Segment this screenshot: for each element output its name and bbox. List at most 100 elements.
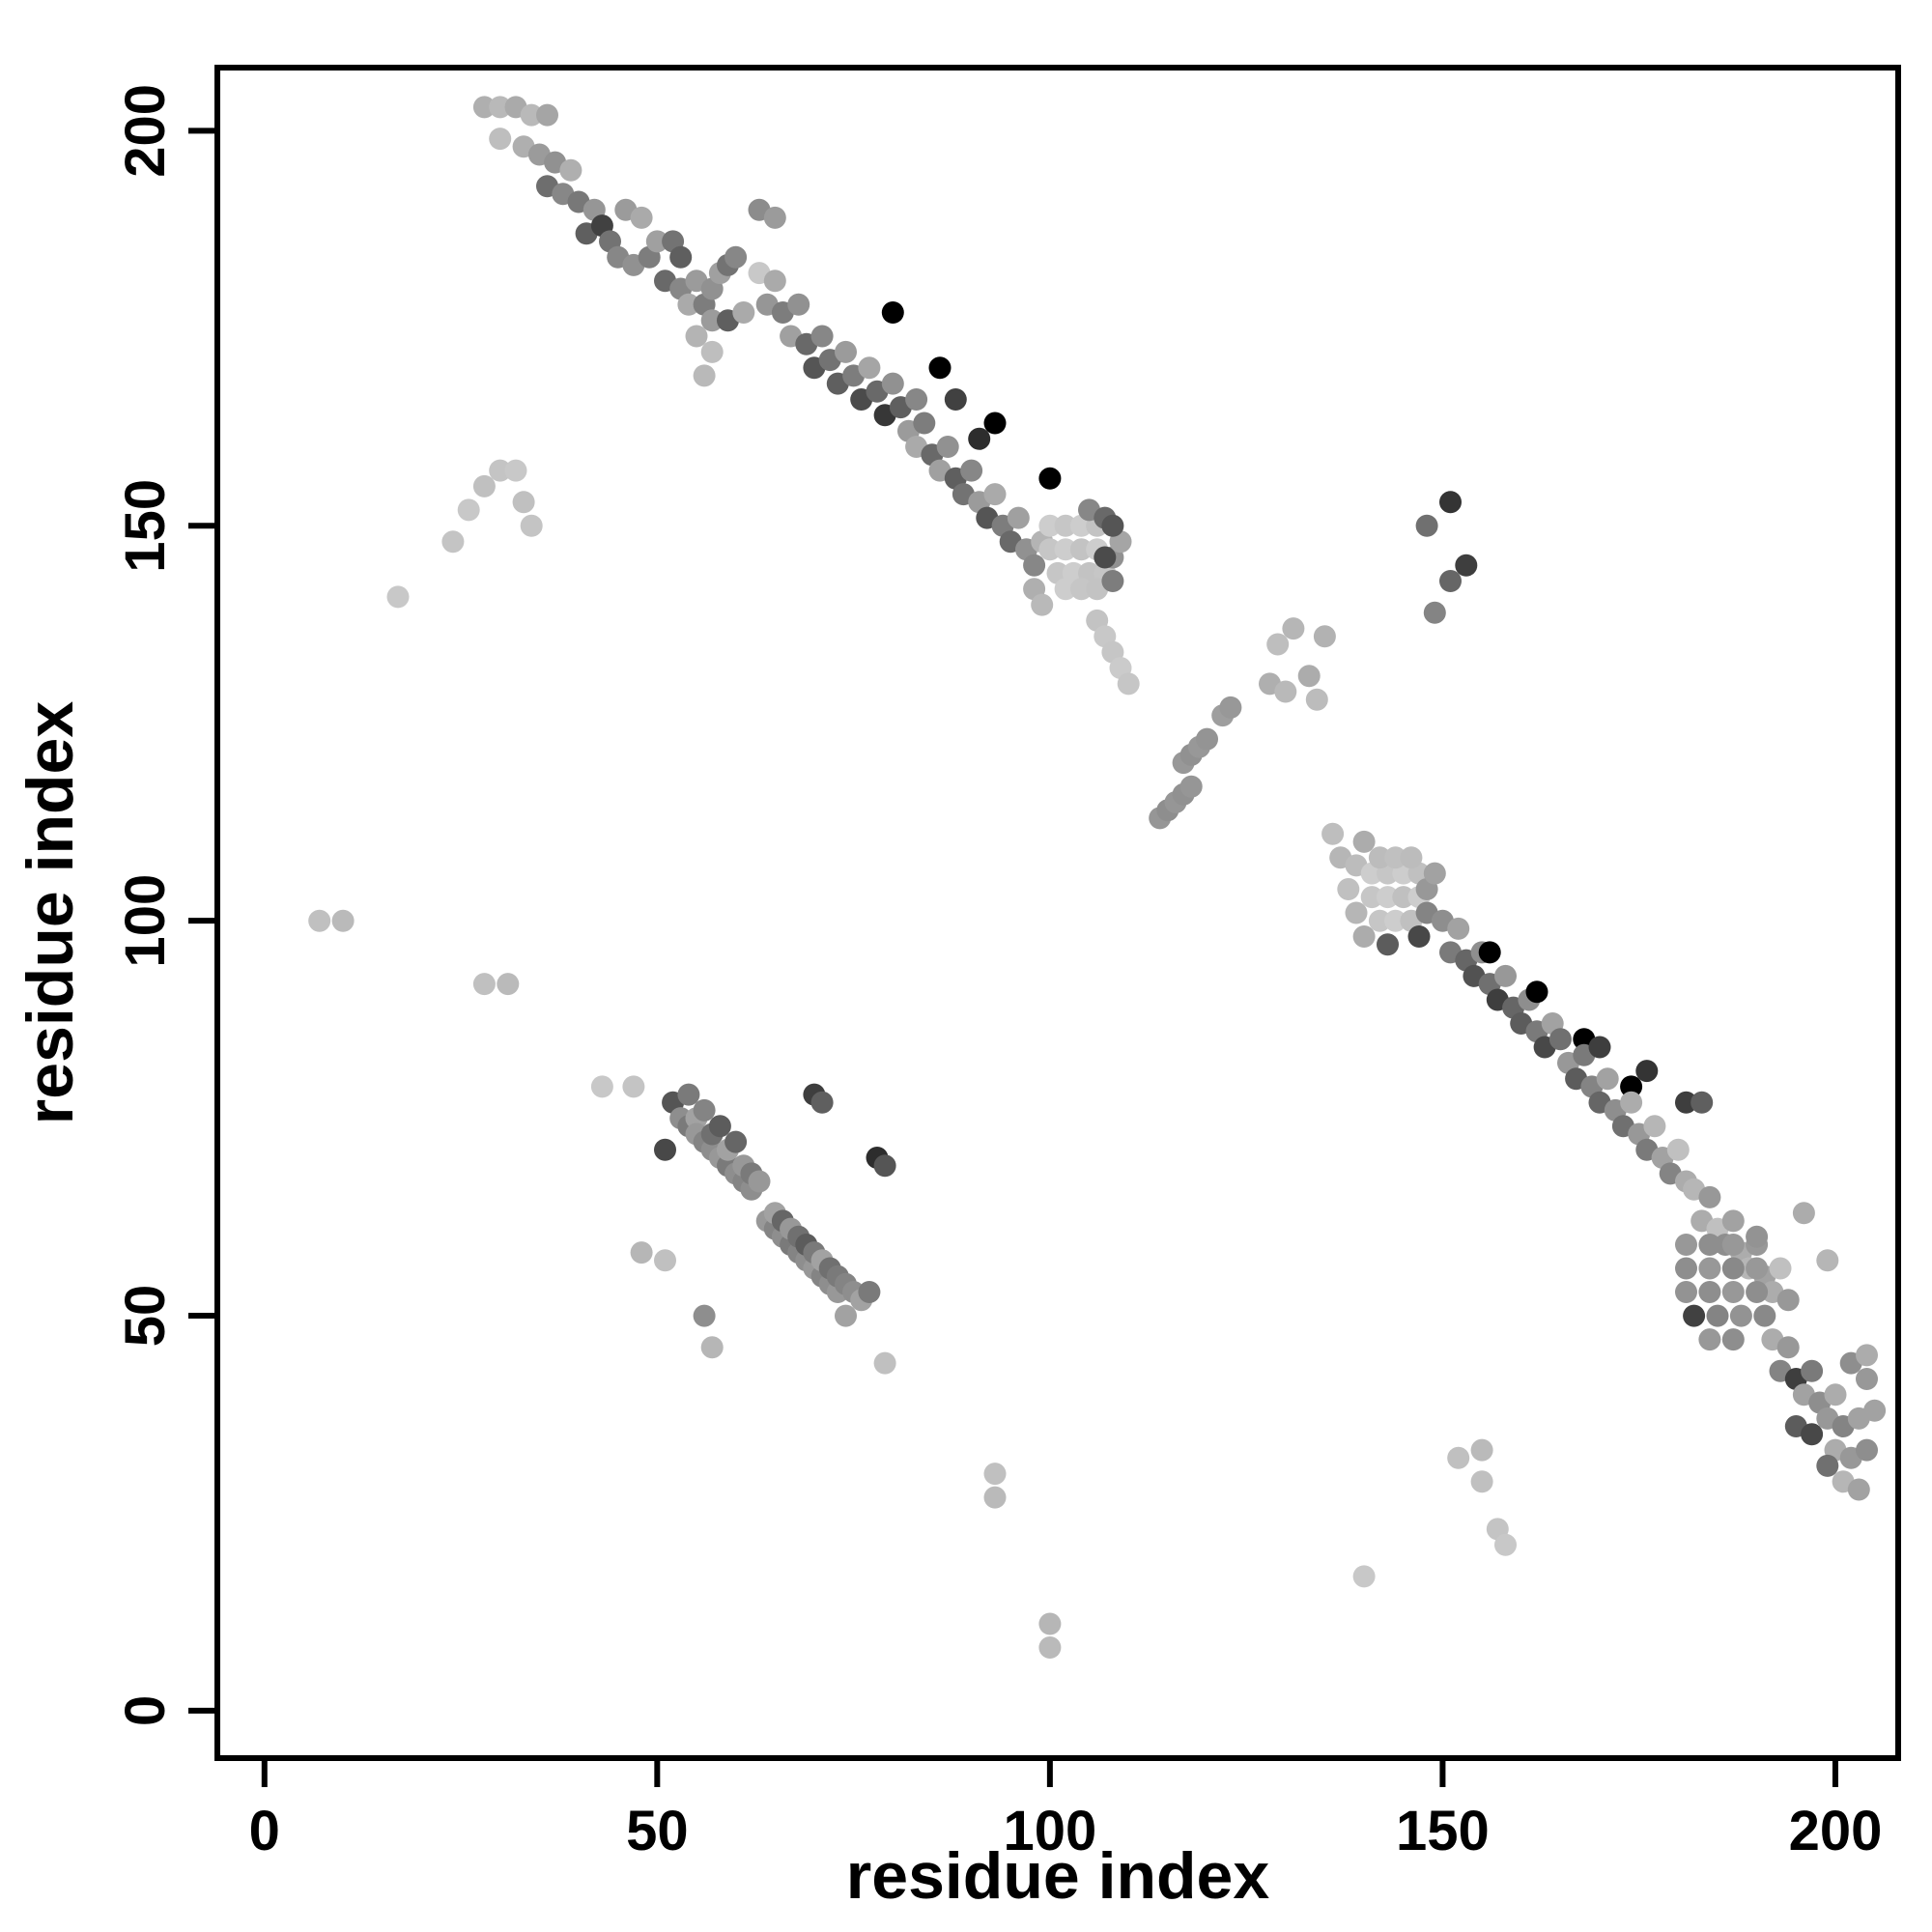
contact-point	[928, 356, 952, 380]
contact-point	[1345, 901, 1368, 924]
x-tick-label: 50	[626, 1800, 689, 1862]
contact-point	[1856, 1344, 1878, 1367]
contact-point	[983, 483, 1007, 506]
contact-point	[1038, 1612, 1062, 1635]
x-tick-label: 200	[1789, 1800, 1883, 1862]
contact-point	[1548, 1028, 1572, 1051]
contact-point	[677, 1083, 700, 1106]
contact-point	[504, 459, 527, 482]
contact-point	[1038, 538, 1062, 561]
contact-point	[520, 514, 543, 537]
contact-point	[1769, 1257, 1792, 1280]
contact-point	[700, 1336, 724, 1359]
contact-point	[1721, 1328, 1745, 1351]
contact-point	[489, 459, 512, 482]
contact-point	[1101, 570, 1124, 592]
contact-point	[559, 158, 582, 182]
contact-point	[1368, 846, 1391, 869]
contact-point	[1352, 830, 1376, 853]
contact-point	[1721, 1234, 1745, 1256]
contact-point	[386, 585, 410, 609]
contact-point	[677, 293, 700, 316]
contact-point	[960, 459, 983, 482]
x-tick-label: 100	[1003, 1800, 1096, 1862]
contact-point	[1196, 727, 1218, 751]
contact-point	[810, 325, 834, 348]
contact-point	[1856, 1438, 1878, 1462]
contact-point	[630, 206, 653, 229]
contact-point	[1721, 1209, 1745, 1233]
contact-point	[693, 364, 716, 387]
contact-point	[944, 388, 967, 411]
contact-point	[835, 1304, 857, 1327]
contact-point	[1698, 1257, 1721, 1280]
contact-point	[1384, 909, 1407, 932]
contact-point	[873, 1351, 896, 1375]
contact-point	[536, 103, 558, 127]
contact-point	[1321, 822, 1345, 845]
contact-point	[835, 340, 857, 363]
contact-point	[669, 245, 693, 269]
contact-point	[1054, 538, 1077, 561]
contact-point	[732, 301, 755, 324]
contact-point	[1698, 1328, 1721, 1351]
contact-point	[1643, 1115, 1666, 1138]
contact-point	[1219, 696, 1242, 719]
plot-border	[214, 65, 1901, 1761]
x-tick-label: 150	[1396, 1800, 1490, 1862]
contact-point	[1863, 1399, 1887, 1422]
contact-point	[1094, 546, 1117, 569]
contact-point	[1007, 506, 1030, 529]
contact-point	[1675, 1257, 1697, 1280]
contact-point	[654, 1249, 676, 1272]
contact-point	[700, 340, 724, 363]
x-axis-title: residue index	[846, 1839, 1270, 1913]
contact-point	[1635, 1060, 1659, 1083]
contact-point	[1447, 917, 1470, 940]
x-tick-label: 0	[249, 1800, 280, 1862]
contact-point	[472, 474, 496, 497]
contact-point	[881, 372, 904, 395]
contact-point	[1675, 1281, 1697, 1303]
contact-point	[1690, 1091, 1714, 1114]
contact-point	[1423, 862, 1446, 885]
contact-point	[1054, 514, 1077, 537]
contact-point	[1801, 1423, 1824, 1446]
contact-point	[693, 1304, 716, 1327]
contact-point	[1023, 554, 1046, 577]
contact-point	[497, 973, 520, 996]
contact-point	[1439, 491, 1462, 514]
contact-point	[1470, 1470, 1493, 1493]
contact-point	[1038, 467, 1062, 490]
contact-point	[1384, 846, 1407, 869]
contact-point	[1856, 1368, 1878, 1390]
contact-point	[1069, 538, 1093, 561]
contact-point	[1368, 909, 1391, 932]
contact-point	[810, 1091, 834, 1114]
contact-point	[1392, 886, 1415, 909]
contact-point	[308, 909, 331, 932]
contact-point	[1746, 1225, 1769, 1248]
contact-point	[1721, 1281, 1745, 1303]
contact-point	[1698, 1281, 1721, 1303]
contact-point	[1360, 886, 1383, 909]
contact-point	[968, 427, 991, 450]
contact-point	[1337, 878, 1360, 900]
contact-point	[1824, 1383, 1847, 1406]
contact-point	[724, 1130, 748, 1153]
contact-point	[1494, 964, 1517, 987]
contact-point	[1525, 980, 1548, 1004]
contact-point	[1179, 775, 1203, 798]
contact-point	[1776, 1336, 1800, 1359]
contact-point	[708, 1115, 731, 1138]
y-tick-label: 50	[114, 1285, 177, 1348]
contact-point	[1494, 1533, 1517, 1556]
contact-point	[645, 230, 668, 253]
contact-point	[1305, 688, 1328, 711]
contact-point	[700, 309, 724, 332]
contact-point	[1297, 665, 1321, 688]
contact-point	[763, 270, 786, 293]
contact-point	[1470, 1438, 1493, 1462]
axis-ticks	[188, 128, 1838, 1787]
y-tick-label: 150	[114, 479, 177, 573]
